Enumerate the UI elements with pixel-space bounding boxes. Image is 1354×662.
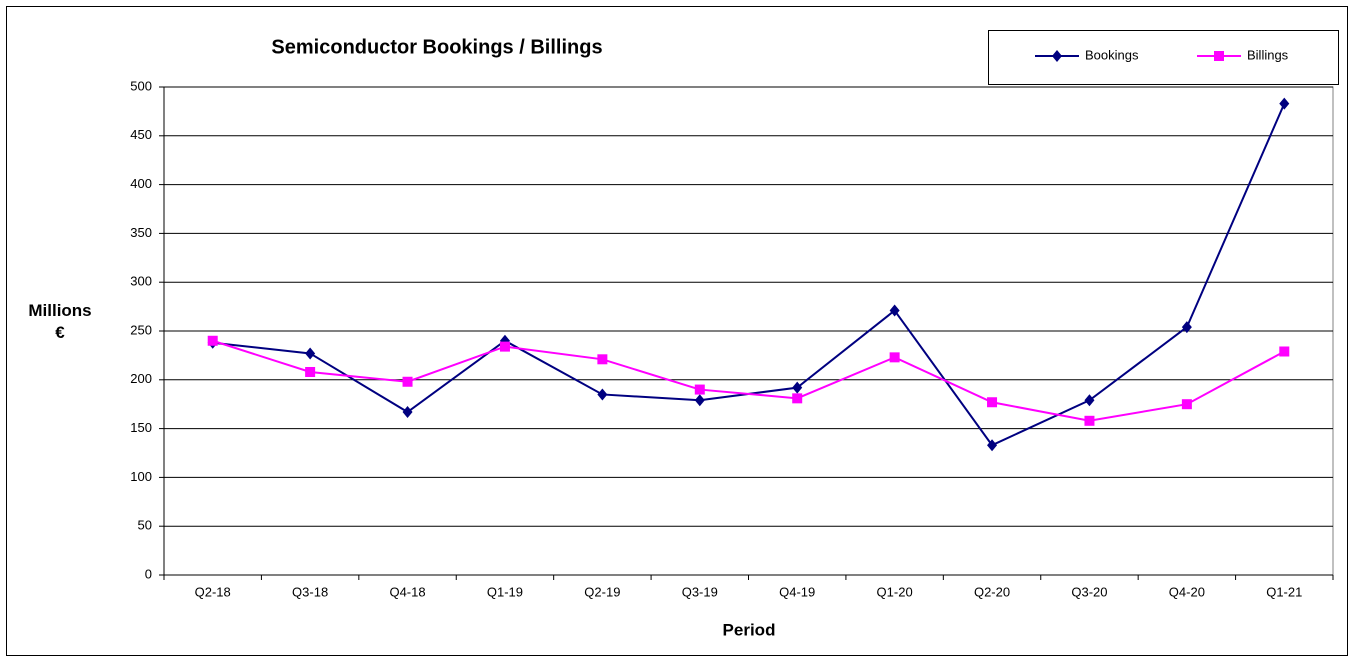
- x-tick-label: Q3-18: [292, 584, 328, 599]
- point: [305, 347, 316, 360]
- legend-box: [988, 30, 1339, 85]
- point: [1279, 97, 1290, 110]
- point: [402, 376, 413, 387]
- y-axis-label: Millions €: [28, 301, 92, 342]
- point: [792, 381, 803, 394]
- legend-marker: [1214, 51, 1224, 61]
- x-tick-label: Q4-20: [1169, 584, 1205, 599]
- x-tick-label: Q1-19: [487, 584, 523, 599]
- legend-label: Bookings: [1085, 47, 1139, 62]
- x-tick-label: Q1-20: [877, 584, 913, 599]
- y-tick-label: 350: [130, 225, 152, 240]
- point: [694, 394, 705, 407]
- legend-label: Billings: [1247, 47, 1289, 62]
- y-tick-label: 50: [138, 518, 152, 533]
- x-tick-label: Q4-18: [389, 584, 425, 599]
- point: [987, 439, 998, 452]
- y-tick-label: 100: [130, 469, 152, 484]
- y-tick-label: 250: [130, 322, 152, 337]
- point: [987, 397, 998, 408]
- point: [1084, 394, 1095, 407]
- x-tick-label: Q3-19: [682, 584, 718, 599]
- y-tick-label: 300: [130, 274, 152, 289]
- line: [212, 339, 1285, 422]
- x-axis-label: Period: [723, 620, 776, 639]
- x-tick-label: Q3-20: [1071, 584, 1107, 599]
- x-tick-label: Q4-19: [779, 584, 815, 599]
- point: [597, 354, 608, 365]
- point: [207, 335, 218, 346]
- x-tick-label: Q2-19: [584, 584, 620, 599]
- point: [1181, 321, 1192, 334]
- point: [694, 384, 705, 395]
- point: [1181, 399, 1192, 410]
- y-tick-label: 400: [130, 176, 152, 191]
- legend-marker: [1052, 50, 1062, 62]
- x-tick-label: Q1-21: [1266, 584, 1302, 599]
- point: [1279, 346, 1290, 357]
- point: [402, 406, 413, 419]
- y-tick-label: 0: [145, 566, 152, 581]
- point: [1084, 415, 1095, 426]
- y-tick-label: 450: [130, 127, 152, 142]
- y-tick-label: 150: [130, 420, 152, 435]
- y-tick-label: 200: [130, 371, 152, 386]
- point: [889, 352, 900, 363]
- point: [792, 393, 803, 404]
- point: [889, 304, 900, 317]
- point: [499, 341, 510, 352]
- y-tick-label: 500: [130, 78, 152, 93]
- x-tick-label: Q2-20: [974, 584, 1010, 599]
- x-tick-label: Q2-18: [195, 584, 231, 599]
- point: [597, 388, 608, 401]
- point: [305, 366, 316, 377]
- chart-title: Semiconductor Bookings / Billings: [271, 36, 602, 58]
